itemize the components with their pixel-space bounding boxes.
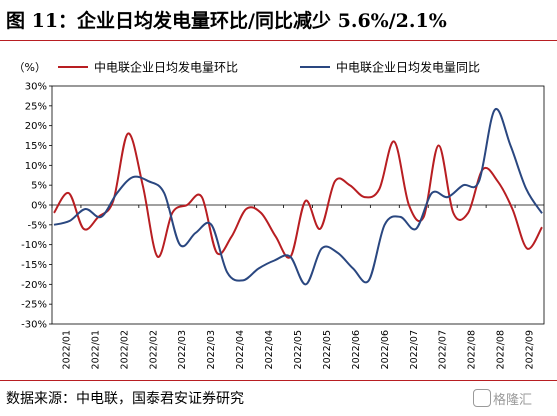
watermark: 格隆汇 xyxy=(473,387,551,409)
x-tick-label: 2022/06 xyxy=(351,330,362,369)
y-tick-label: -30% xyxy=(21,320,47,331)
figure-title: 图 11：企业日均发电量环比/同比减少 5.6%/2.1% xyxy=(6,10,447,32)
x-tick-label: 2022/06 xyxy=(380,330,391,369)
x-tick-label: 2022/01 xyxy=(90,330,101,369)
watermark-text: 格隆汇 xyxy=(493,393,533,408)
y-tick-label: 0% xyxy=(31,201,47,212)
figure-title-bar: 图 11：企业日均发电量环比/同比减少 5.6%/2.1% xyxy=(0,0,557,41)
x-tick-label: 2022/03 xyxy=(177,330,188,369)
x-tick-label: 2022/04 xyxy=(264,330,275,369)
watermark-logo-icon xyxy=(473,389,491,407)
source-note: 数据来源：中电联，国泰君安证券研究 xyxy=(6,391,244,407)
y-tick-label: 25% xyxy=(25,101,47,112)
source-bar: 数据来源：中电联，国泰君安证券研究 格隆汇 xyxy=(0,380,557,416)
x-tick-label: 2022/05 xyxy=(293,330,304,369)
y-tick-label: -15% xyxy=(21,260,47,271)
series-line-mom xyxy=(53,132,543,259)
y-tick-label: 20% xyxy=(25,121,47,132)
y-tick-label: -25% xyxy=(21,300,47,311)
x-tick-label: 2022/08 xyxy=(496,330,507,369)
y-tick-label: 15% xyxy=(25,141,47,152)
x-tick-label: 2022/07 xyxy=(438,330,449,369)
legend-mom-label: 中电联企业日均发电量环比 xyxy=(94,60,238,75)
x-tick-label: 2022/07 xyxy=(409,330,420,369)
x-tick-label: 2022/02 xyxy=(119,330,130,369)
y-tick-label: 30% xyxy=(25,82,47,93)
legend-yoy-label: 中电联企业日均发电量同比 xyxy=(336,60,480,75)
y-tick-label: -5% xyxy=(28,220,47,231)
y-tick-label: 5% xyxy=(31,181,47,192)
y-tick-label: -10% xyxy=(21,240,47,251)
x-tick-label: 2022/08 xyxy=(467,330,478,369)
y-axis-unit-label: （%） xyxy=(14,61,46,74)
line-chart: （%） 30% 25% 20% 15% 10% 5% 0% -5% -10% -15% -20% -25… xyxy=(14,60,545,369)
x-tick-label: 2022/01 xyxy=(61,330,72,369)
series-line-yoy xyxy=(53,108,543,286)
x-tick-label: 2022/04 xyxy=(235,330,246,369)
x-tick-label: 2022/09 xyxy=(525,330,536,369)
x-tick-label: 2022/03 xyxy=(206,330,217,369)
x-tick-label: 2022/05 xyxy=(322,330,333,369)
x-tick-label: 2022/02 xyxy=(148,330,159,369)
y-tick-label: -20% xyxy=(21,280,47,291)
y-tick-label: 10% xyxy=(25,161,47,172)
